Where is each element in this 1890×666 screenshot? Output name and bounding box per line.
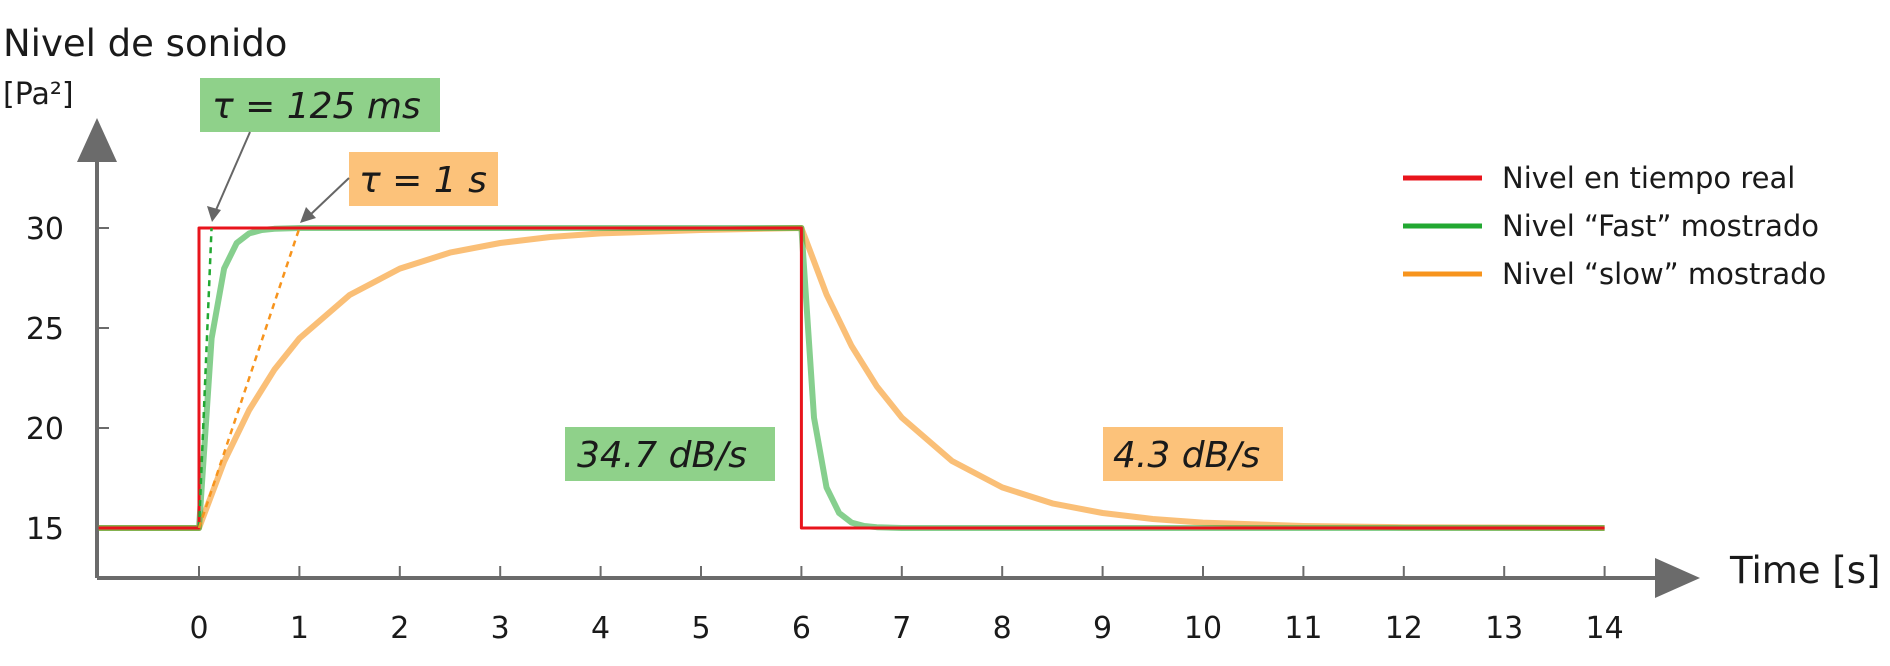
legend-label: Nivel “Fast” mostrado <box>1502 209 1819 243</box>
annotation-tau-slow-arrowhead <box>300 207 316 223</box>
annotation-slow-decay-box <box>1103 427 1283 481</box>
x-tick-label: 0 <box>189 611 208 646</box>
y-axis-arrow <box>77 118 117 162</box>
annotation-tau-fast-text: τ = 125 ms <box>212 86 421 127</box>
annotation-tau-fast-pointer <box>215 131 251 211</box>
x-tick-label: 14 <box>1586 611 1624 646</box>
x-tick-label: 1 <box>290 611 309 646</box>
annotation-tau-fast-box <box>200 78 440 132</box>
annotation-tau-fast: τ = 125 ms <box>200 78 440 222</box>
y-tick-label: 15 <box>26 512 64 547</box>
x-tick-label: 2 <box>390 611 409 646</box>
y-tick-label: 20 <box>26 412 64 447</box>
tangent-guides <box>197 227 301 529</box>
annotation-tau-slow: τ = 1 s <box>300 152 498 223</box>
legend-label: Nivel en tiempo real <box>1502 161 1795 195</box>
y-ticks: 15 20 25 30 <box>26 212 109 547</box>
annotation-tau-fast-arrowhead <box>207 206 221 222</box>
legend: Nivel en tiempo real Nivel “Fast” mostrad… <box>1403 161 1826 291</box>
axes <box>77 118 1700 598</box>
series-layer <box>98 225 1605 531</box>
legend-label: Nivel “slow” mostrado <box>1502 257 1826 291</box>
x-tick-label: 5 <box>691 611 710 646</box>
annotation-tau-slow-box <box>349 152 498 206</box>
x-tick-label: 10 <box>1184 611 1222 646</box>
annotation-tau-slow-pointer <box>309 177 350 216</box>
annotation-fast-decay-text: 34.7 dB/s <box>577 435 747 476</box>
annotation-slow-decay-text: 4.3 dB/s <box>1113 435 1260 476</box>
x-tick-label: 8 <box>993 611 1012 646</box>
y-axis-unit: [Pa²] <box>3 77 74 112</box>
annotation-fast-decay-box <box>565 427 775 481</box>
series-line-1 <box>98 225 1605 531</box>
x-tick-label: 9 <box>1093 611 1112 646</box>
x-axis-title: Time [s] <box>1729 549 1880 592</box>
series-line-2 <box>98 225 1605 531</box>
x-tick-label: 4 <box>591 611 610 646</box>
x-tick-label: 12 <box>1385 611 1423 646</box>
y-axis-title: Nivel de sonido <box>3 22 287 65</box>
x-tick-label: 11 <box>1284 611 1322 646</box>
y-tick-label: 25 <box>26 312 64 347</box>
x-tick-label: 7 <box>892 611 911 646</box>
annotation-tau-slow-text: τ = 1 s <box>359 160 487 201</box>
series-line-0 <box>98 226 1605 530</box>
annotation-fast-decay: 34.7 dB/s <box>565 427 775 481</box>
x-tick-label: 13 <box>1485 611 1523 646</box>
x-ticks: 0 1 2 3 4 5 6 7 8 9 10 11 12 13 14 <box>189 566 1624 646</box>
x-tick-label: 6 <box>792 611 811 646</box>
tangent-slow <box>197 227 301 529</box>
x-tick-label: 3 <box>491 611 510 646</box>
annotation-slow-decay: 4.3 dB/s <box>1103 427 1283 481</box>
x-axis-arrow <box>1655 558 1700 598</box>
y-tick-label: 30 <box>26 212 64 247</box>
